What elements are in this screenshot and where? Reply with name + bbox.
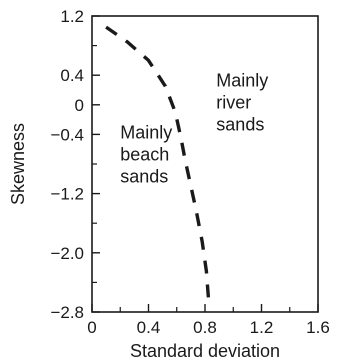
annotation-line: sands <box>216 115 264 135</box>
y-axis-ticks: 1.2 0.4 0 −0.4 −1.2 −2.0 −2.8 <box>50 7 100 322</box>
x-tick-label: 0.8 <box>193 318 217 337</box>
y-tick-label: −1.2 <box>50 185 84 204</box>
x-tick-label: 1.6 <box>306 318 330 337</box>
x-tick-label: 0.4 <box>137 318 161 337</box>
annotation-line: river <box>216 93 251 113</box>
annotation-line: Mainly <box>216 71 268 91</box>
y-tick-label: 0 <box>75 96 84 115</box>
annotation-line: Mainly <box>120 122 172 142</box>
annotation-label: Mainly river sands <box>216 71 268 135</box>
y-tick-label: 1.2 <box>60 7 84 26</box>
annotation-line: sands <box>120 166 168 186</box>
series-layer <box>105 25 211 309</box>
x-axis-title: Standard deviation <box>130 341 280 361</box>
annotation-label: Mainly beach sands <box>120 122 172 186</box>
x-tick-label: 1.2 <box>250 318 274 337</box>
y-axis-title: Skewness <box>8 123 28 205</box>
x-tick-label: 0 <box>87 318 96 337</box>
annotation-line: beach <box>120 144 169 164</box>
y-tick-label: 0.4 <box>60 66 84 85</box>
y-tick-label: −0.4 <box>50 125 84 144</box>
y-tick-label: −2.8 <box>50 303 84 322</box>
y-tick-label: −2.0 <box>50 244 84 263</box>
series-line <box>105 25 211 309</box>
x-axis-ticks: 0 0.4 0.8 1.2 1.6 <box>87 304 330 337</box>
